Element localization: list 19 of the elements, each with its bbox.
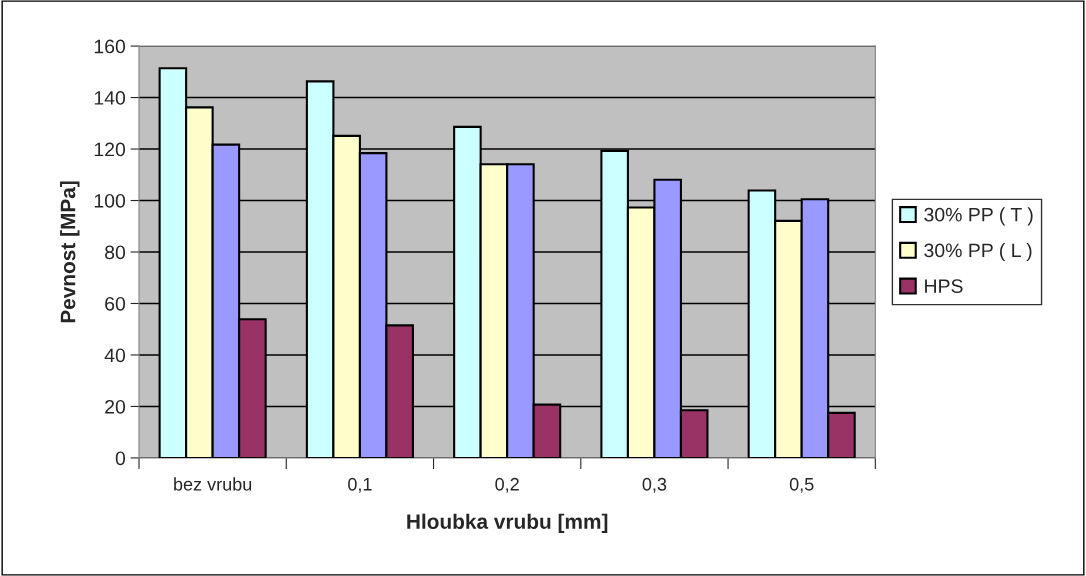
legend-label: 30% PP ( T ) bbox=[924, 207, 1033, 226]
y-tick-label: 160 bbox=[94, 39, 126, 54]
x-tick-label: 0,3 bbox=[642, 477, 667, 493]
x-axis-title: Hloubka vrubu [mm] bbox=[407, 513, 608, 534]
legend-label: HPS bbox=[925, 279, 963, 293]
x-tick-label: bez vrubu bbox=[174, 477, 252, 491]
y-tick-label: 100 bbox=[94, 193, 126, 208]
x-tick-label: 0,1 bbox=[348, 477, 372, 493]
y-tick-label: 0 bbox=[115, 451, 126, 466]
y-tick-label: 140 bbox=[94, 91, 126, 105]
legend-label: 30% PP ( L ) bbox=[924, 242, 1032, 262]
y-tick-label: 20 bbox=[105, 399, 126, 414]
y-tick-label: 40 bbox=[104, 348, 126, 363]
y-axis-title: Pevnost [MPa] bbox=[60, 181, 80, 323]
y-tick-label: 60 bbox=[105, 296, 126, 311]
x-tick-label: 0,5 bbox=[789, 477, 814, 493]
y-tick-label: 80 bbox=[105, 245, 126, 260]
x-tick-label: 0,2 bbox=[495, 477, 519, 493]
y-tick-label: 120 bbox=[94, 142, 126, 157]
